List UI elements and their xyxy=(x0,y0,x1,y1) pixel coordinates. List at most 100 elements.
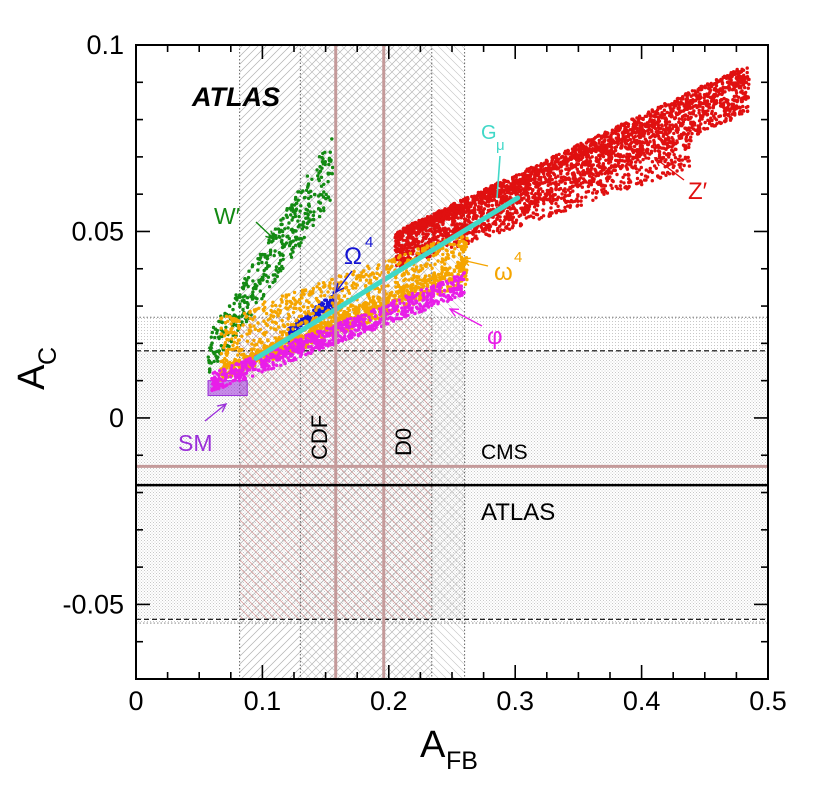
data-point xyxy=(286,323,289,326)
data-point xyxy=(589,169,592,172)
data-point xyxy=(604,148,607,151)
data-point xyxy=(560,176,563,179)
data-point xyxy=(306,209,309,212)
data-point xyxy=(695,93,698,96)
data-point xyxy=(305,226,308,229)
data-point xyxy=(564,178,567,181)
data-point xyxy=(548,164,551,167)
data-point xyxy=(584,195,587,198)
data-point xyxy=(263,300,266,303)
data-point xyxy=(208,360,211,363)
data-point xyxy=(680,124,683,127)
data-point xyxy=(292,297,295,300)
data-point xyxy=(315,297,318,300)
data-point xyxy=(622,181,625,184)
data-point xyxy=(240,315,243,318)
data-point xyxy=(264,267,267,270)
data-point xyxy=(698,97,701,100)
data-point xyxy=(421,239,424,242)
data-point xyxy=(546,172,549,175)
data-point xyxy=(672,132,675,135)
data-point xyxy=(458,241,461,244)
data-point xyxy=(644,115,647,118)
data-point xyxy=(252,324,255,327)
data-point xyxy=(742,74,745,77)
data-point xyxy=(487,203,490,206)
data-point xyxy=(399,248,402,251)
data-point xyxy=(627,135,630,138)
data-point xyxy=(495,200,498,203)
data-point xyxy=(233,302,236,305)
data-point xyxy=(234,332,237,335)
data-point xyxy=(306,212,309,215)
data-point xyxy=(458,253,461,256)
data-point xyxy=(540,216,543,219)
data-point xyxy=(741,105,744,108)
data-point xyxy=(306,174,309,177)
data-point xyxy=(723,106,726,109)
data-point xyxy=(523,190,526,193)
data-point xyxy=(317,300,320,303)
data-point xyxy=(290,302,293,305)
data-point xyxy=(541,190,544,193)
data-point xyxy=(231,344,234,347)
data-point xyxy=(625,146,628,149)
data-point xyxy=(640,153,643,156)
data-point xyxy=(420,227,423,230)
data-point xyxy=(683,114,686,117)
data-point xyxy=(588,138,591,141)
data-point xyxy=(268,264,271,267)
data-point xyxy=(746,66,749,69)
data-point xyxy=(492,230,495,233)
data-point xyxy=(505,188,508,191)
data-point xyxy=(745,106,748,109)
data-point xyxy=(656,133,659,136)
data-point xyxy=(558,179,561,182)
data-point xyxy=(524,207,527,210)
data-point xyxy=(559,172,562,175)
data-point xyxy=(559,187,562,190)
data-point xyxy=(453,268,456,271)
data-point xyxy=(605,131,608,134)
data-point xyxy=(715,101,718,104)
data-point xyxy=(648,120,651,123)
data-point xyxy=(641,144,644,147)
data-point xyxy=(722,101,725,104)
data-point xyxy=(417,231,420,234)
data-point xyxy=(297,215,300,218)
data-point xyxy=(629,142,632,145)
data-point xyxy=(217,336,220,339)
data-point xyxy=(245,315,248,318)
data-point xyxy=(612,180,615,183)
data-point xyxy=(327,163,330,166)
data-point xyxy=(252,347,255,350)
data-point xyxy=(416,247,419,250)
data-point xyxy=(615,145,618,148)
data-point xyxy=(674,116,677,119)
data-point xyxy=(264,322,267,325)
data-point xyxy=(283,227,286,230)
data-point xyxy=(564,194,567,197)
data-point xyxy=(464,241,467,244)
data-point xyxy=(681,96,684,99)
data-point xyxy=(457,211,460,214)
data-point xyxy=(651,160,654,163)
data-point xyxy=(344,282,347,285)
data-point xyxy=(424,235,427,238)
data-point xyxy=(253,315,256,318)
data-point xyxy=(403,253,406,256)
data-point xyxy=(286,235,289,238)
data-point xyxy=(287,317,290,320)
data-point xyxy=(300,314,303,317)
data-point xyxy=(666,143,669,146)
data-point xyxy=(278,311,281,314)
data-point xyxy=(695,129,698,132)
data-point xyxy=(227,338,230,341)
data-point xyxy=(401,274,404,277)
data-point xyxy=(609,152,612,155)
data-point xyxy=(295,208,298,211)
data-point xyxy=(387,271,390,274)
data-point xyxy=(596,190,599,193)
data-point xyxy=(651,110,654,113)
data-point xyxy=(439,233,442,236)
